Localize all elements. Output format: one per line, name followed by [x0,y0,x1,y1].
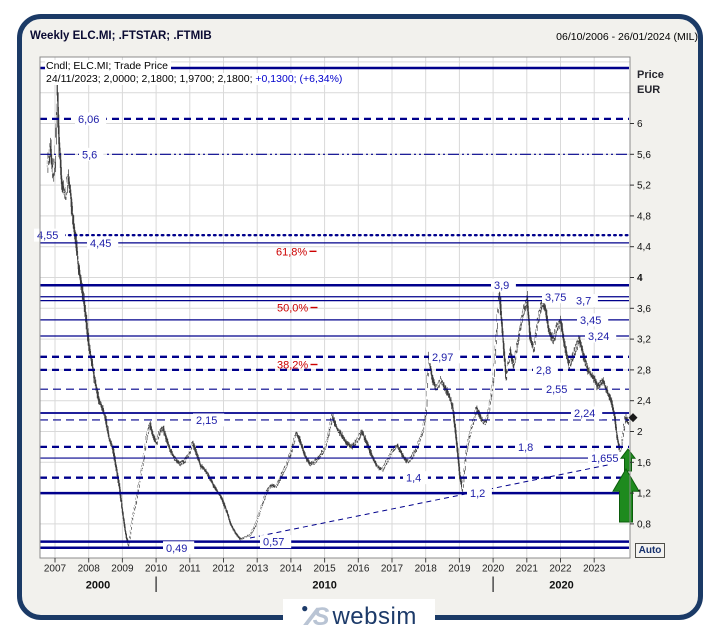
y-axis-tick-label: 4,8 [637,211,651,222]
price-level-label: 2,15 [196,415,217,427]
price-level-label: 6,06 [78,114,99,126]
x-axis-year-label: 2009 [111,564,134,575]
y-axis[interactable]: 6 5,6 5,2 4,8 4,4 4 3,6 3,2 2,8 2,4 2 1,6 1,2 0,8 [628,119,652,530]
price-level-label: 3,7 [576,296,591,308]
buy-signal-arrow-small [619,448,637,472]
websim-logo-monogram-icon: ∕∕S [308,602,329,631]
fibonacci-labels: 61,8% 50,0% 38,2% [276,246,318,372]
y-axis-title: Price EUR [637,68,664,98]
last-price-marker [628,413,638,423]
price-level-label: 0,57 [263,537,284,549]
trendline [249,460,628,539]
price-level-label: 5,6 [82,149,97,161]
price-level-label: 2,24 [574,408,595,420]
x-axis-year-label: 2012 [212,564,235,575]
legend-change-values: +0,1300; (+6,34%) [255,73,343,85]
x-axis-decade-label: 2010 [312,580,336,592]
x-axis-year-label: 2021 [516,564,539,575]
price-level-label: 2,55 [546,384,567,396]
price-level-label: 1,4 [406,473,421,485]
price-level-label: 4,55 [37,230,58,242]
x-axis-year-label: 2015 [313,564,336,575]
price-level-label: 3,45 [580,315,601,327]
price-level-label: 1,8 [518,442,533,454]
auto-scale-button[interactable]: Auto [635,543,665,558]
plot-area[interactable] [40,57,630,558]
y-axis-title-currency: EUR [637,84,661,96]
fib-retracement-label: 50,0% [277,303,308,315]
y-axis-title-price: Price [637,69,664,81]
y-axis-tick-label: 1,2 [637,489,651,500]
y-axis-tick-label: 6 [637,119,643,130]
price-level-label: 4,45 [90,238,111,250]
x-axis-decade-label: 2020 [549,580,573,592]
price-level-label: 3,9 [494,280,509,292]
x-axis-year-label: 2010 [145,564,168,575]
x-axis-year-label: 2022 [549,564,572,575]
y-axis-tick-label: 2,8 [637,365,651,376]
legend-series-line: Cndl; ELC.MI; Trade Price [45,60,171,72]
y-axis-tick-label: 3,6 [637,304,651,315]
price-level-label: 2,97 [432,352,453,364]
price-level-label: 0,49 [166,543,187,555]
y-axis-tick-label: 5,6 [637,150,651,161]
x-axis-year-label: 2020 [482,564,505,575]
x-axis-year-label: 2023 [583,564,606,575]
y-axis-tick-label: 1,6 [637,458,651,469]
x-axis-year-label: 2008 [78,564,101,575]
websim-logo-dot-icon: ● [301,601,309,615]
x-axis-year-label: 2017 [381,564,404,575]
x-axis-year-label: 2014 [280,564,303,575]
x-axis-year-label: 2016 [347,564,370,575]
x-axis-year-label: 2011 [179,564,201,575]
legend-ohlc-line: 24/11/2023; 2,0000; 2,1800; 1,9700; 2,18… [45,73,346,85]
websim-logo-text: websim [332,603,417,630]
buy-signal-arrows [612,448,640,523]
x-axis-year-label: 2013 [246,564,269,575]
y-axis-tick-label: 4 [637,273,643,284]
price-level-label: 1,655 [591,453,619,465]
price-level-lines [38,66,631,550]
chart-date-range: 06/10/2006 - 26/01/2024 (MIL) [556,31,698,43]
price-level-label: 3,75 [545,292,566,304]
x-axis-decade-label: 2000 [86,580,110,592]
price-level-label: 3,24 [588,331,609,343]
buy-signal-arrow-large [612,468,640,523]
y-axis-tick-label: 0,8 [637,519,651,530]
y-axis-tick-label: 3,2 [637,335,651,346]
x-axis-year-label: 2018 [415,564,438,575]
fib-retracement-label: 61,8% [276,246,307,258]
y-axis-tick-label: 4,4 [637,242,651,253]
price-level-labels: 6,06 5,6 4,55 4,45 3,9 3,75 3,7 3,45 3,24 2,97 2,8… [34,112,626,555]
legend-ohlc-values: 24/11/2023; 2,0000; 2,1800; 1,9700; 2,18… [46,73,253,85]
price-level-label: 1,2 [470,488,485,500]
websim-logo: ● ∕∕S websim [283,599,435,635]
y-axis-tick-label: 5,2 [637,181,651,192]
price-level-label: 2,8 [536,365,551,377]
plot-border [39,56,631,559]
chart-title: Weekly ELC.MI; .FTSTAR; .FTMIB [30,30,212,42]
x-axis[interactable]: 2007 2008 2009 2010 2011 2012 2013 2014 2015 2016… [44,558,606,592]
x-axis-year-label: 2019 [448,564,471,575]
fib-retracement-label: 38,2% [277,360,308,372]
y-axis-tick-label: 2 [637,427,643,438]
x-axis-year-label: 2007 [44,564,67,575]
y-axis-tick-label: 2,4 [637,396,651,407]
